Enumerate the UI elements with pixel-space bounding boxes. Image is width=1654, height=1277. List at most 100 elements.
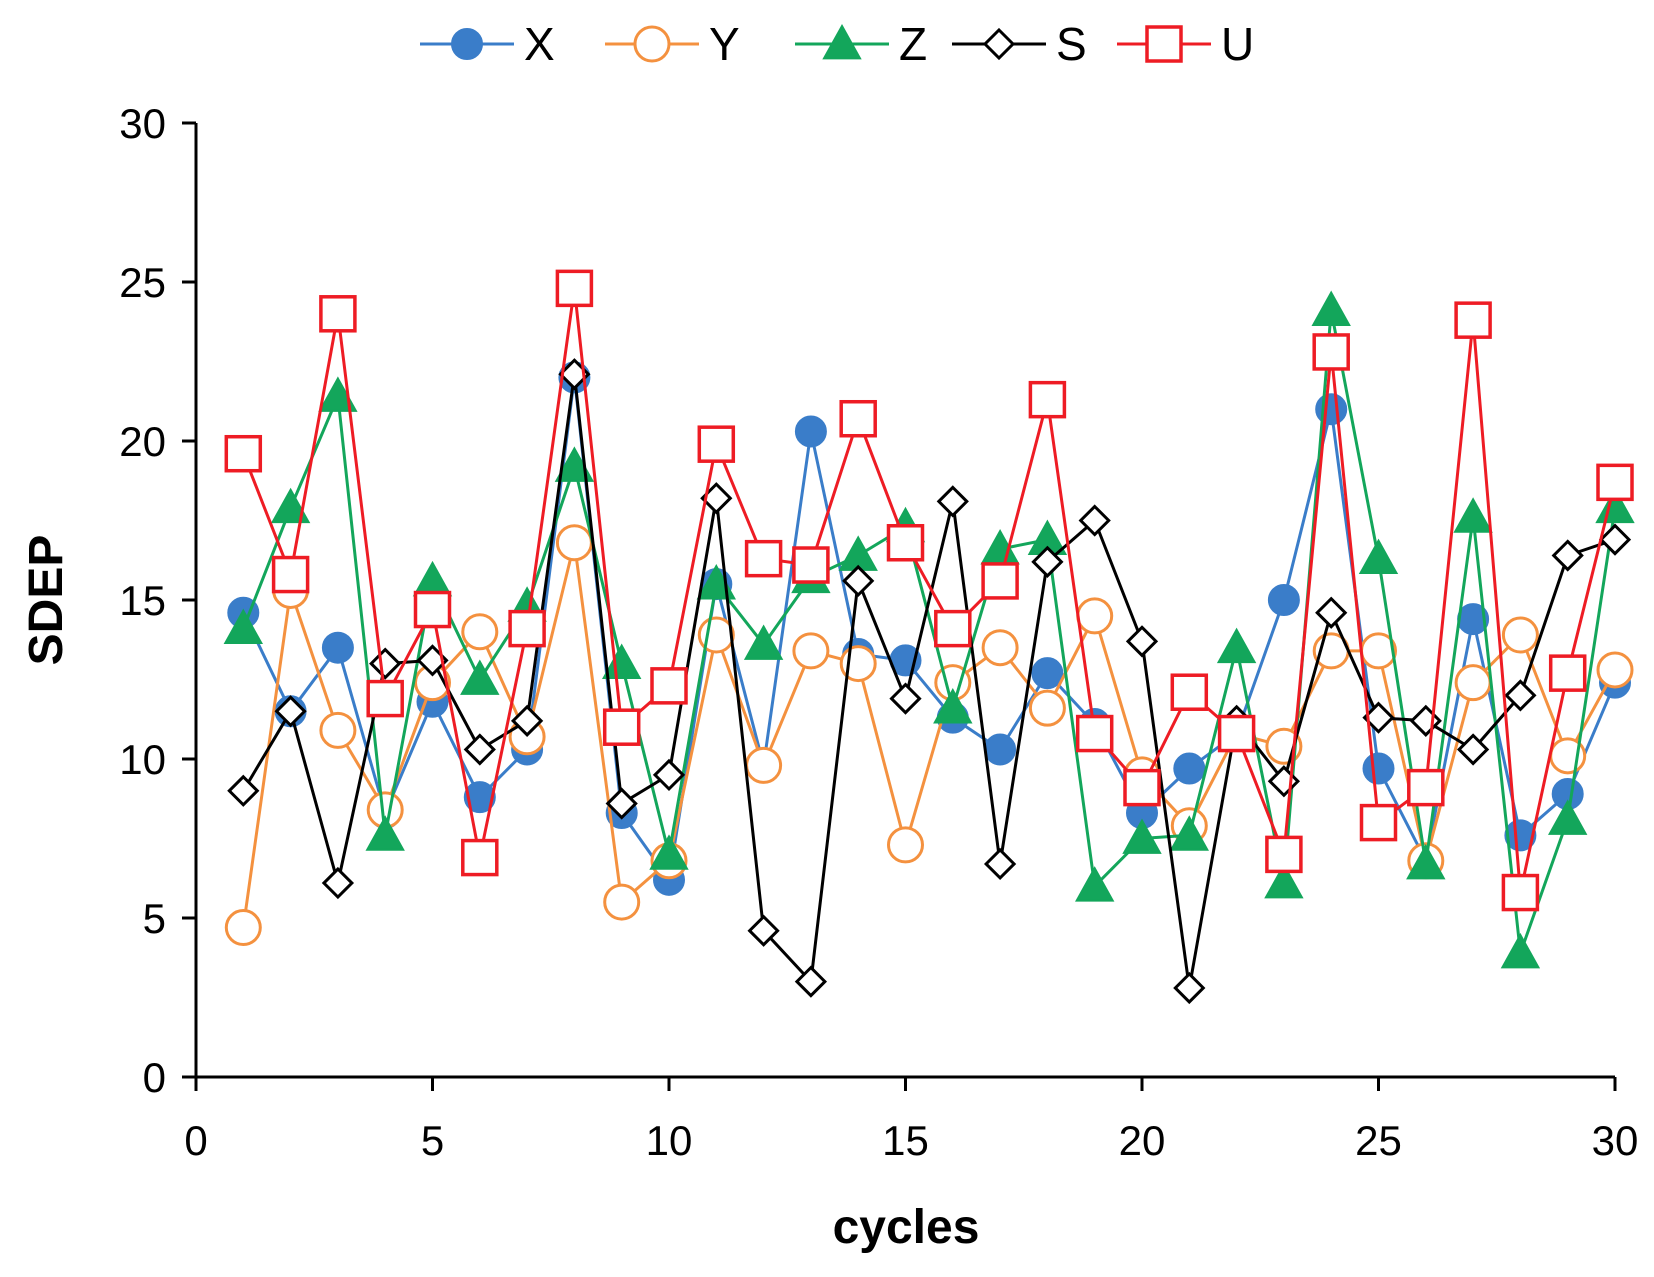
data-point-S	[321, 866, 355, 900]
x-tick-label: 0	[184, 1117, 207, 1164]
data-point-S	[1551, 539, 1584, 572]
data-point-Y	[887, 826, 924, 864]
data-point-Z	[1264, 862, 1304, 899]
legend-marker-X	[451, 28, 483, 60]
data-point-X	[794, 415, 827, 448]
data-point-U	[1312, 333, 1350, 371]
data-point-U	[224, 434, 263, 473]
data-point-U	[366, 679, 404, 718]
data-point-X	[321, 631, 354, 664]
y-tick-label: 30	[119, 100, 166, 147]
y-tick-label: 5	[143, 895, 166, 942]
data-point-S	[605, 787, 638, 820]
x-tick-label: 5	[421, 1117, 444, 1164]
data-point-Z	[412, 560, 453, 597]
data-point-U	[461, 838, 499, 877]
data-point-U	[1170, 673, 1209, 711]
data-point-U	[839, 399, 877, 438]
data-point-S	[1598, 523, 1632, 556]
series-U	[224, 269, 1634, 912]
data-point-X	[984, 733, 1017, 766]
data-point-S	[1173, 971, 1206, 1005]
legend-label-Z: Z	[899, 18, 927, 70]
series-X	[227, 361, 1631, 896]
data-point-S	[1031, 545, 1064, 578]
data-point-Y	[1596, 651, 1634, 689]
data-point-U	[271, 555, 310, 594]
data-point-S	[652, 758, 686, 792]
data-point-S	[1125, 625, 1159, 658]
data-point-U	[1359, 803, 1398, 842]
data-point-Y	[745, 746, 783, 784]
data-point-X	[1362, 752, 1395, 785]
data-point-X	[1267, 584, 1300, 616]
data-point-S	[983, 847, 1017, 881]
data-point-Y	[603, 883, 641, 921]
data-point-S	[1504, 679, 1537, 712]
data-point-U	[555, 269, 594, 308]
data-point-U	[934, 609, 972, 648]
data-point-Z	[649, 834, 689, 870]
data-point-U	[1217, 714, 1256, 753]
y-tick-label: 20	[119, 418, 166, 465]
data-point-Z	[1122, 818, 1162, 854]
data-point-S	[510, 704, 544, 737]
data-point-S	[936, 485, 969, 518]
data-point-U	[792, 546, 830, 584]
data-point-U	[1501, 873, 1540, 912]
data-point-S	[1409, 704, 1442, 737]
legend-item-U: U	[1117, 18, 1254, 70]
data-point-U	[1596, 463, 1634, 502]
data-point-Z	[460, 659, 500, 695]
legend-marker-Y	[633, 25, 671, 63]
data-point-U	[1123, 768, 1161, 807]
data-point-X	[1031, 657, 1064, 690]
legend-item-S: S	[952, 18, 1087, 70]
data-point-U	[981, 562, 1019, 600]
y-tick-label: 10	[119, 736, 166, 783]
series-S	[227, 358, 1632, 1005]
data-point-X	[463, 781, 496, 814]
data-point-Z	[602, 643, 642, 679]
data-point-S	[747, 914, 780, 947]
data-point-Z	[1216, 627, 1257, 664]
data-point-X	[1504, 819, 1537, 852]
data-point-Y	[1501, 616, 1539, 654]
data-point-Y	[319, 711, 357, 749]
plot-area	[223, 269, 1635, 1005]
data-point-Z	[1075, 866, 1115, 902]
data-point-U	[413, 590, 452, 629]
data-point-U	[319, 295, 357, 333]
y-ticks: 0 5 10 15 20 25 30	[119, 100, 196, 1101]
x-tick-label: 10	[646, 1117, 693, 1164]
legend-label-X: X	[524, 18, 555, 70]
data-point-Y	[461, 613, 499, 651]
data-point-Y	[792, 632, 830, 670]
data-point-Z	[743, 624, 784, 660]
data-point-U	[1407, 768, 1445, 807]
data-point-Y	[1076, 597, 1114, 635]
data-point-S	[1078, 504, 1111, 537]
x-tick-label: 30	[1592, 1117, 1639, 1164]
x-tick-label: 25	[1355, 1117, 1402, 1164]
data-point-U	[1454, 301, 1492, 339]
axes: 0 5 10 15 20 25 30 0 5 10 15 20 25 30 cycles SDEP	[20, 100, 1638, 1254]
data-point-Z	[1406, 843, 1446, 880]
data-point-Y	[981, 629, 1019, 667]
legend-item-X: X	[420, 18, 555, 70]
data-point-Z	[1169, 815, 1209, 851]
data-point-X	[1173, 752, 1206, 785]
data-point-U	[1548, 654, 1587, 692]
data-point-S	[369, 647, 402, 680]
data-point-U	[697, 425, 736, 463]
series-line-X	[241, 375, 1617, 882]
data-point-Z	[1358, 538, 1399, 575]
data-point-Z	[1500, 932, 1541, 969]
data-point-U	[1028, 380, 1067, 419]
data-point-U	[650, 667, 688, 705]
data-point-S	[889, 682, 922, 715]
data-point-Z	[270, 487, 311, 524]
data-point-Z	[223, 608, 263, 645]
